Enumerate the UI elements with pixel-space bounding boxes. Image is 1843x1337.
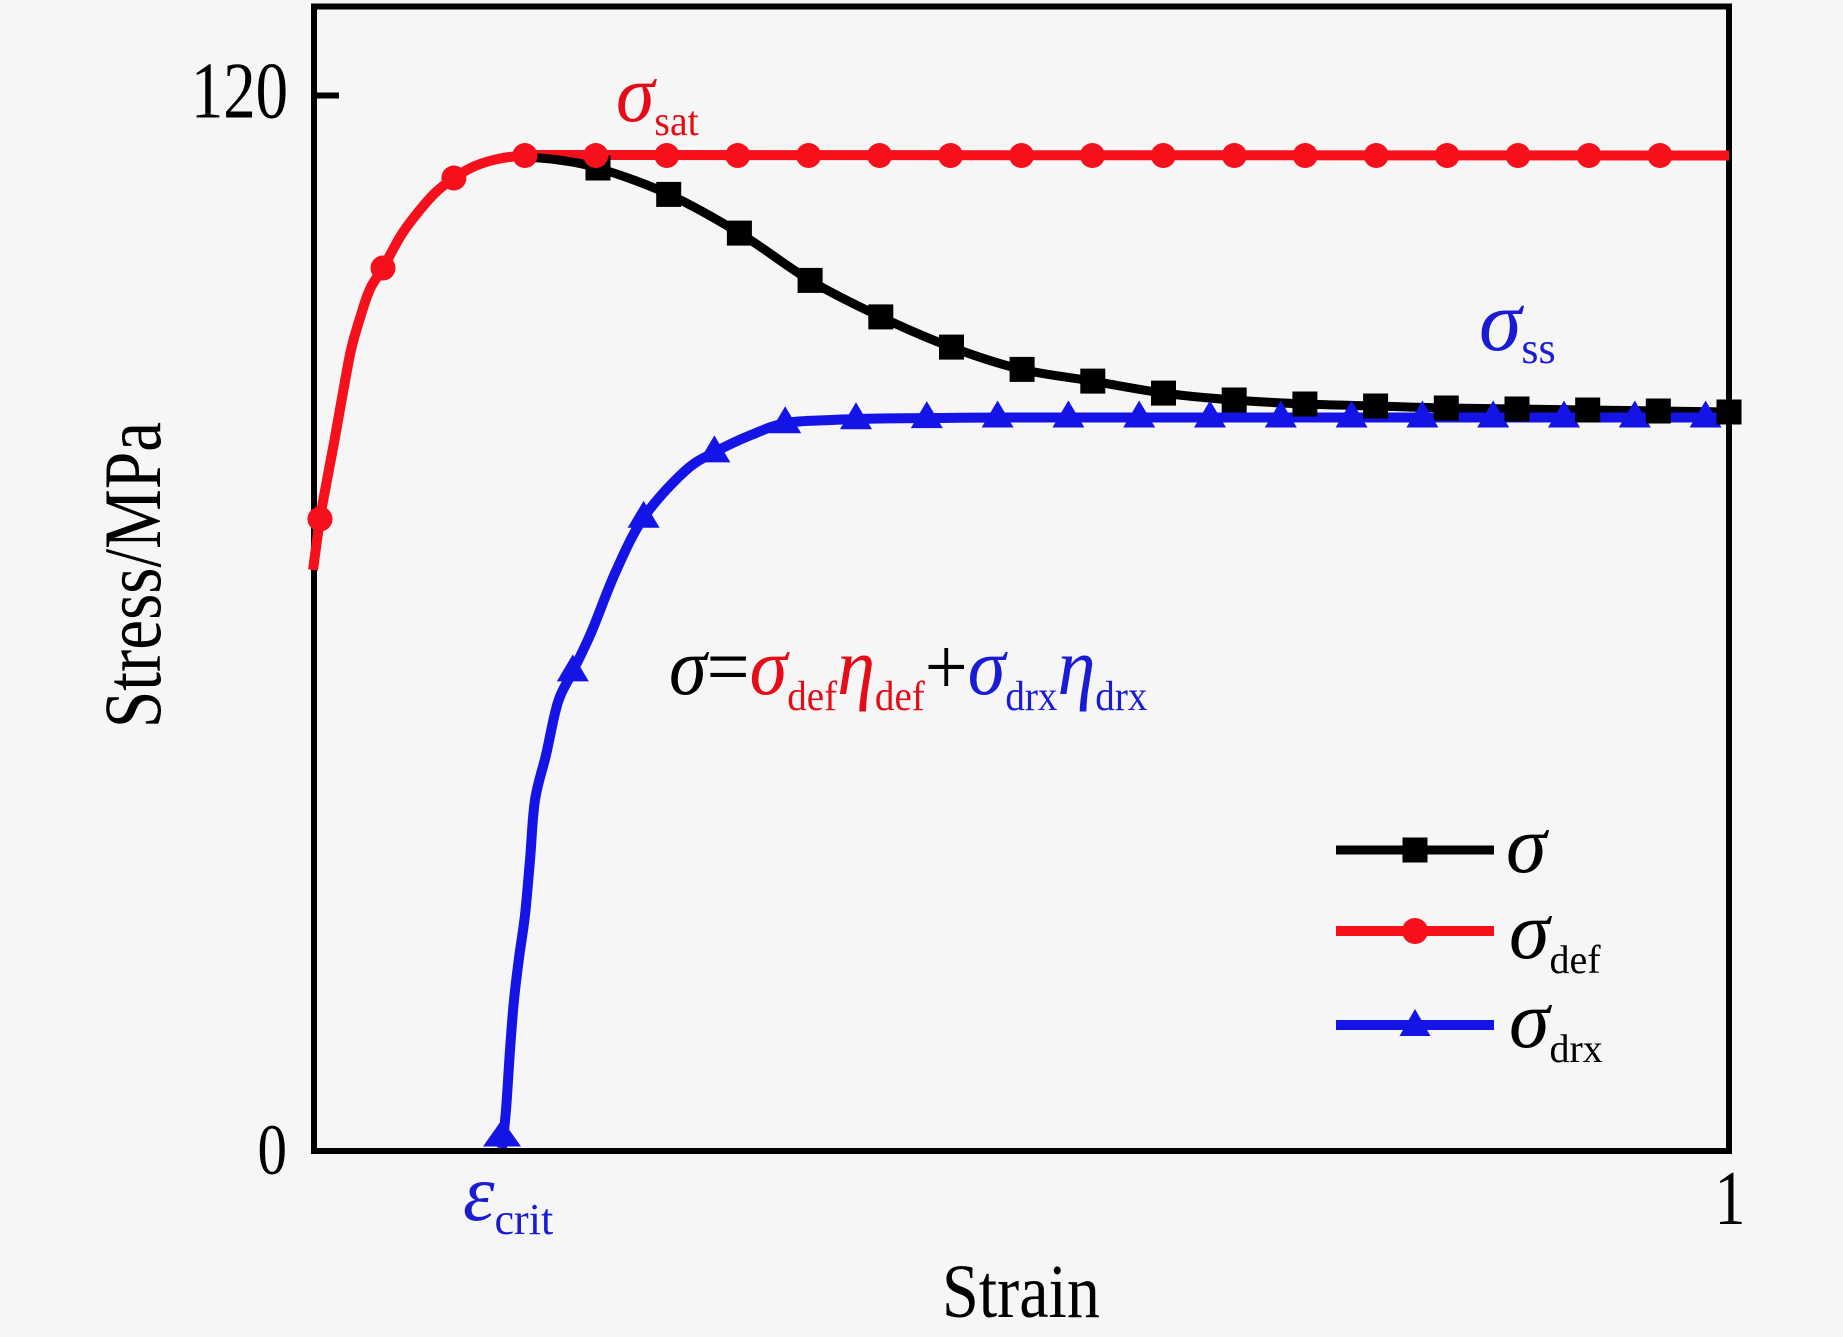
svg-text:σ=σdefηdef+σdrxηdrx: σ=σdefηdef+σdrxηdrx [669,622,1147,720]
svg-text:0: 0 [257,1111,287,1191]
svg-text:σsat: σsat [616,49,699,144]
svg-text:Strain: Strain [942,1251,1100,1332]
svg-text:εcrit: εcrit [463,1150,553,1244]
svg-text:120: 120 [191,46,288,135]
svg-text:σ: σ [1506,799,1550,890]
svg-text:σdrx: σdrx [1509,974,1603,1071]
svg-text:σdef: σdef [1509,885,1601,982]
svg-text:Stress/MPa: Stress/MPa [88,422,179,728]
svg-text:1: 1 [1715,1157,1746,1242]
svg-text:σss: σss [1479,273,1556,373]
